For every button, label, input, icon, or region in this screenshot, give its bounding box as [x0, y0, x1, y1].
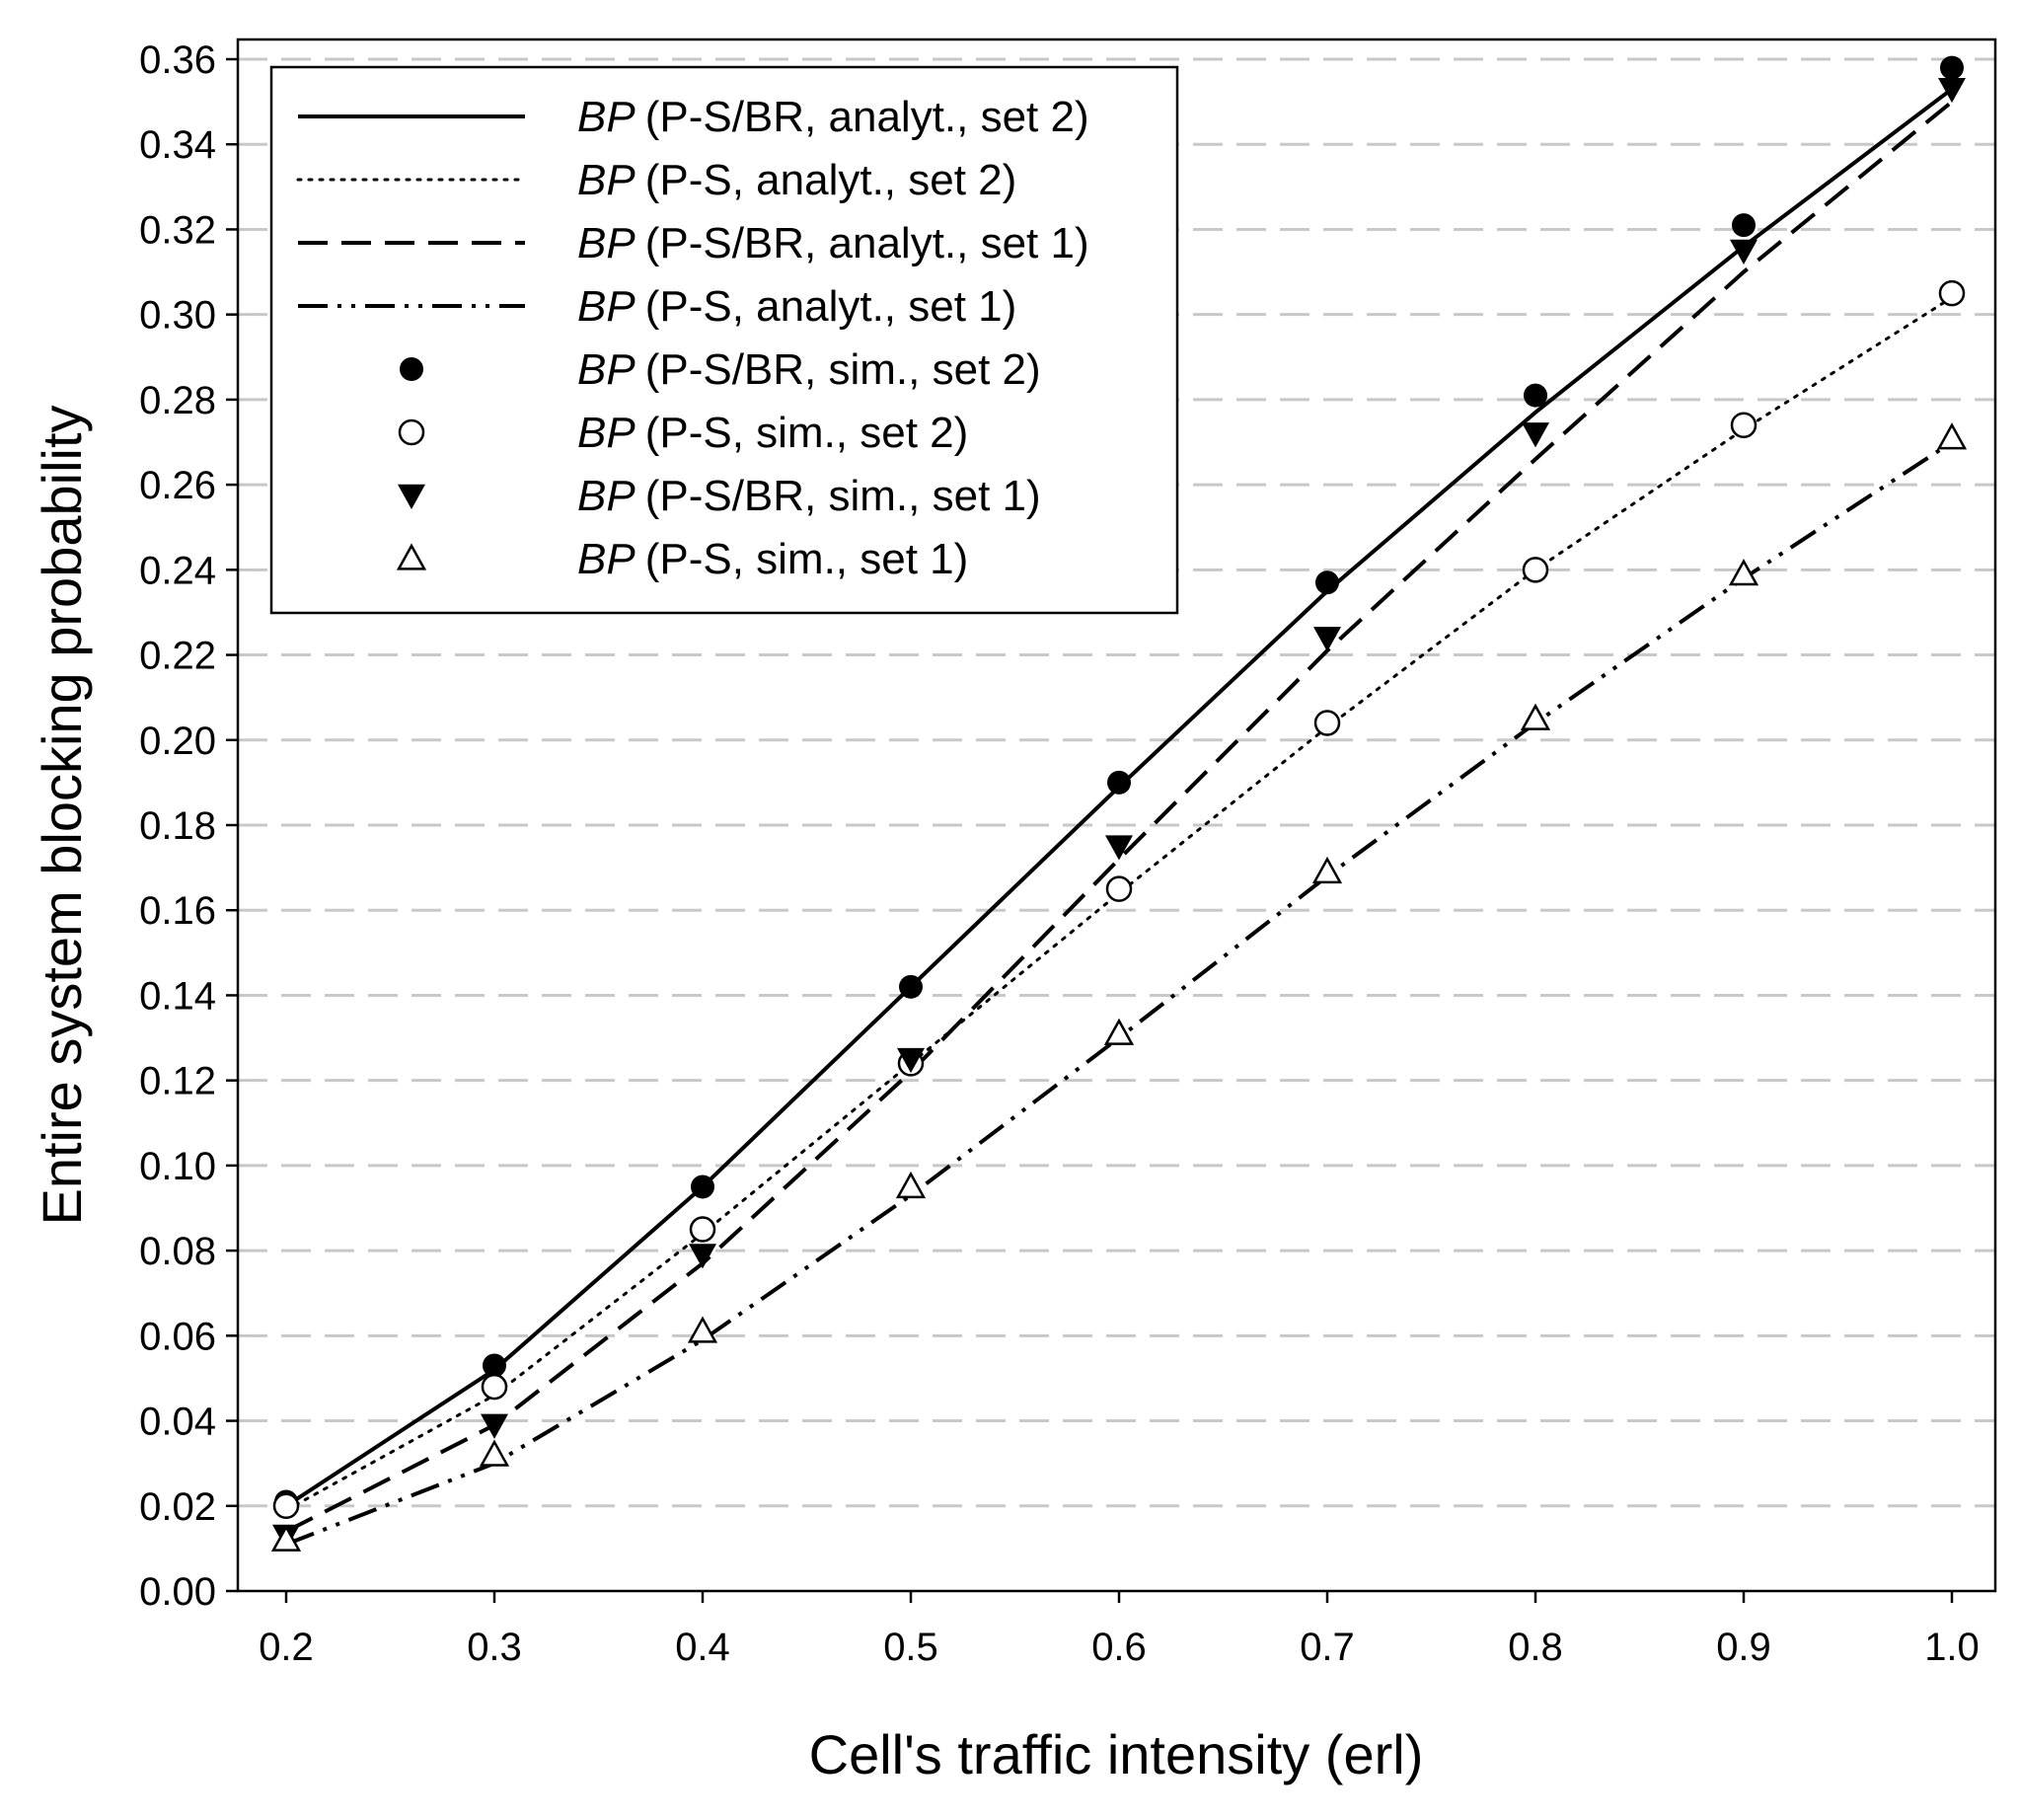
data-point-7	[687, 1316, 718, 1343]
plot-area	[236, 38, 1997, 1593]
data-point-5	[1105, 875, 1133, 902]
data-point-4	[1315, 570, 1339, 595]
legend-label-prefix: BP	[577, 345, 636, 394]
legend-label-prefix: BP	[577, 282, 636, 331]
legend-label-prefix: BP	[577, 472, 636, 520]
y-tick-label: 0.34	[139, 123, 216, 167]
legend-label-name: (P-S, analyt., set 2)	[645, 156, 1017, 204]
x-tick-label: 0.4	[675, 1626, 730, 1669]
data-point-4	[899, 974, 923, 999]
legend-label: BP (P-S/BR, analyt., set 2)	[577, 93, 1089, 141]
y-tick-label: 0.06	[139, 1315, 216, 1358]
data-point-6	[897, 1047, 925, 1074]
data-point-6	[1313, 627, 1341, 652]
data-point-7	[1520, 703, 1551, 730]
data-point-7	[1103, 1018, 1135, 1045]
data-point-5	[481, 1373, 508, 1401]
y-tick-label: 0.14	[139, 974, 216, 1018]
data-point-4	[691, 1175, 714, 1199]
y-tick-label: 0.10	[139, 1145, 216, 1188]
data-point-5	[1522, 557, 1549, 583]
x-tick-label: 0.5	[883, 1626, 938, 1669]
data-point-4	[1524, 383, 1547, 408]
x-tick-label: 0.6	[1091, 1626, 1147, 1669]
y-tick-label: 0.00	[139, 1570, 216, 1614]
x-tick-label: 1.0	[1924, 1626, 1980, 1669]
y-tick-label: 0.08	[139, 1230, 216, 1273]
legend-label: BP (P-S/BR, analyt., set 1)	[577, 219, 1089, 267]
data-point-7	[1936, 422, 1968, 450]
legend: BP (P-S/BR, analyt., set 2)BP (P-S, analyt…	[269, 65, 1179, 615]
data-point-5	[272, 1492, 300, 1520]
legend-label: BP (P-S, analyt., set 2)	[577, 156, 1016, 204]
y-tick-label: 0.30	[139, 294, 216, 338]
legend-label: BP (P-S/BR, sim., set 1)	[577, 472, 1041, 520]
data-point-5	[689, 1216, 716, 1243]
y-tick-label: 0.02	[139, 1485, 216, 1529]
legend-label-name: (P-S, sim., set 2)	[645, 409, 969, 457]
y-tick-label: 0.26	[139, 464, 216, 507]
data-point-7	[895, 1171, 927, 1199]
data-point-4	[483, 1353, 506, 1378]
y-tick-label: 0.32	[139, 208, 216, 252]
legend-label: BP (P-S, sim., set 2)	[577, 409, 968, 457]
legend-label: BP (P-S, sim., set 1)	[577, 535, 968, 583]
x-tick-label: 0.8	[1508, 1626, 1563, 1669]
legend-swatch	[400, 357, 423, 381]
legend-label-prefix: BP	[577, 409, 636, 457]
legend-swatch	[398, 418, 425, 446]
data-point-5	[1313, 710, 1341, 736]
data-point-7	[270, 1524, 302, 1552]
legend-label-prefix: BP	[577, 219, 636, 267]
legend-label-name: (P-S, sim., set 1)	[645, 535, 969, 583]
y-tick-label: 0.22	[139, 635, 216, 678]
legend-label-prefix: BP	[577, 535, 636, 583]
legend-label-name: (P-S/BR, analyt., set 1)	[645, 219, 1089, 267]
legend-label-name: (P-S, analyt., set 1)	[645, 282, 1017, 331]
legend-swatch	[396, 543, 427, 570]
data-point-6	[1105, 835, 1133, 861]
data-point-6	[689, 1244, 716, 1269]
data-point-4	[1107, 770, 1131, 795]
data-point-4	[1940, 55, 1964, 80]
y-tick-label: 0.16	[139, 889, 216, 933]
data-point-6	[1938, 77, 1966, 104]
y-tick-label: 0.20	[139, 720, 216, 763]
x-axis-title: Cell's traffic intensity (erl)	[809, 1723, 1424, 1785]
data-point-7	[1728, 559, 1759, 586]
axis-ticks: 0.00 0.02 0.04 0.06 0.08 0.10 0.12 0.14 0.16 0.18…	[139, 38, 1980, 1669]
y-tick-label: 0.36	[139, 38, 216, 82]
x-tick-label: 0.7	[1300, 1626, 1355, 1669]
y-tick-label: 0.04	[139, 1401, 216, 1444]
data-point-6	[1522, 422, 1549, 448]
data-point-5	[1730, 412, 1757, 439]
x-tick-label: 0.9	[1716, 1626, 1771, 1669]
legend-label-prefix: BP	[577, 156, 636, 204]
x-tick-label: 0.3	[467, 1626, 522, 1669]
x-tick-label: 0.2	[259, 1626, 314, 1669]
series-markers	[270, 55, 1968, 1552]
legend-label-name: (P-S/BR, analyt., set 2)	[645, 93, 1089, 141]
data-point-4	[1732, 213, 1756, 238]
legend-label: BP (P-S, analyt., set 1)	[577, 282, 1016, 331]
data-point-6	[1730, 239, 1757, 265]
series-line-1	[284, 295, 1954, 1512]
legend-swatch	[398, 484, 425, 509]
data-point-6	[481, 1413, 508, 1439]
data-point-7	[479, 1439, 510, 1467]
data-point-7	[1311, 856, 1343, 884]
legend-label-name: (P-S/BR, sim., set 1)	[645, 472, 1041, 520]
legend-label: BP (P-S/BR, sim., set 2)	[577, 345, 1041, 394]
y-axis-title: Entire system blocking probability	[31, 405, 93, 1225]
legend-label-prefix: BP	[577, 93, 636, 141]
legend-box	[269, 65, 1179, 615]
series-line-2	[285, 100, 1954, 1534]
y-tick-label: 0.28	[139, 379, 216, 422]
y-tick-label: 0.12	[139, 1060, 216, 1103]
data-point-5	[1938, 279, 1966, 307]
y-tick-label: 0.24	[139, 549, 216, 592]
legend-label-name: (P-S/BR, sim., set 2)	[645, 345, 1041, 394]
y-tick-label: 0.18	[139, 804, 216, 848]
